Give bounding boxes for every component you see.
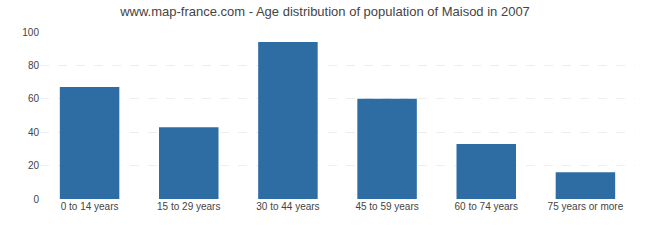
svg-text:20: 20 <box>28 160 40 171</box>
svg-text:30 to 44 years: 30 to 44 years <box>256 201 319 212</box>
svg-text:0: 0 <box>33 194 39 205</box>
svg-text:40: 40 <box>28 127 40 138</box>
svg-text:60: 60 <box>28 93 40 104</box>
svg-text:15 to 29 years: 15 to 29 years <box>157 201 220 212</box>
svg-text:60 to 74 years: 60 to 74 years <box>455 201 518 212</box>
svg-text:80: 80 <box>28 60 40 71</box>
svg-text:0 to 14 years: 0 to 14 years <box>61 201 119 212</box>
svg-text:45 to 59 years: 45 to 59 years <box>355 201 418 212</box>
svg-text:100: 100 <box>22 27 39 38</box>
svg-text:75 years or more: 75 years or more <box>548 201 624 212</box>
svg-text:www.map-france.com - Age distr: www.map-france.com - Age distribution of… <box>119 4 530 19</box>
